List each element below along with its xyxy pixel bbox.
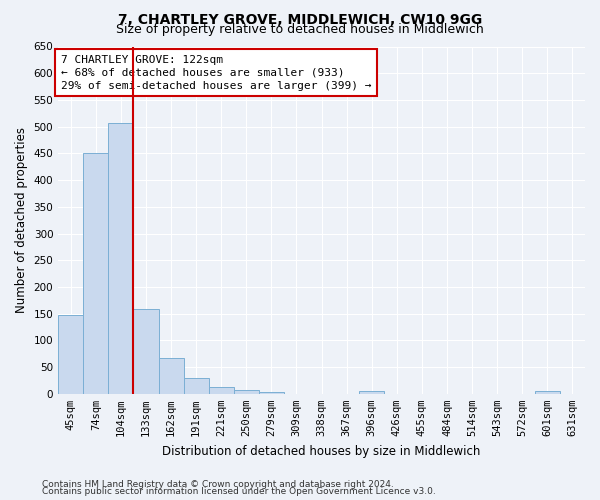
Bar <box>209 387 234 394</box>
Bar <box>83 154 109 394</box>
X-axis label: Distribution of detached houses by size in Middlewich: Distribution of detached houses by size … <box>163 444 481 458</box>
Text: Size of property relative to detached houses in Middlewich: Size of property relative to detached ho… <box>116 22 484 36</box>
Text: Contains public sector information licensed under the Open Government Licence v3: Contains public sector information licen… <box>42 488 436 496</box>
Bar <box>158 358 184 394</box>
Text: 7, CHARTLEY GROVE, MIDDLEWICH, CW10 9GG: 7, CHARTLEY GROVE, MIDDLEWICH, CW10 9GG <box>118 12 482 26</box>
Y-axis label: Number of detached properties: Number of detached properties <box>15 127 28 313</box>
Bar <box>234 390 259 394</box>
Bar <box>359 391 385 394</box>
Bar <box>535 391 560 394</box>
Bar <box>184 378 209 394</box>
Bar <box>109 123 133 394</box>
Bar <box>133 310 158 394</box>
Bar <box>58 314 83 394</box>
Text: Contains HM Land Registry data © Crown copyright and database right 2024.: Contains HM Land Registry data © Crown c… <box>42 480 394 489</box>
Bar <box>259 392 284 394</box>
Text: 7 CHARTLEY GROVE: 122sqm
← 68% of detached houses are smaller (933)
29% of semi-: 7 CHARTLEY GROVE: 122sqm ← 68% of detach… <box>61 54 371 91</box>
